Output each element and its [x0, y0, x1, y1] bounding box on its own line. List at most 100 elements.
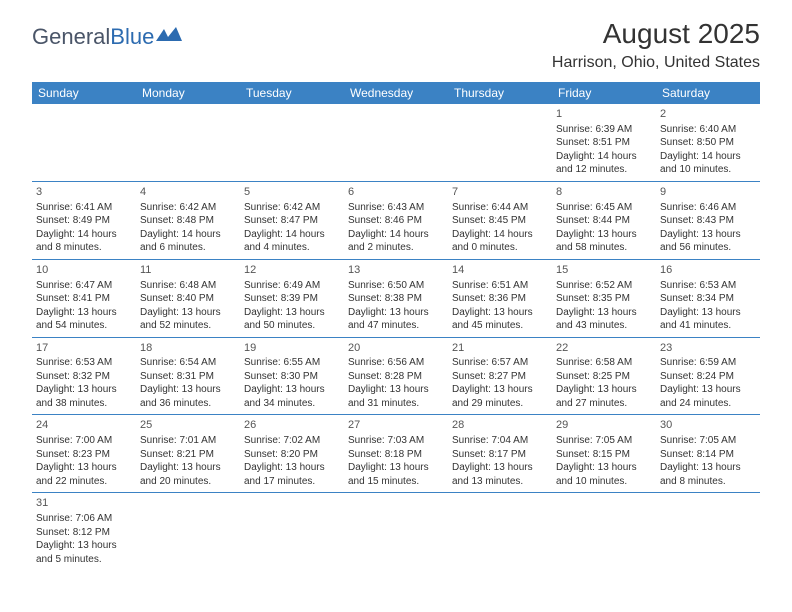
- cell-daylight1: Daylight: 13 hours: [348, 383, 444, 397]
- calendar-cell: 29Sunrise: 7:05 AMSunset: 8:15 PMDayligh…: [552, 415, 656, 492]
- calendar-cell: 7Sunrise: 6:44 AMSunset: 8:45 PMDaylight…: [448, 182, 552, 259]
- day-number: 25: [140, 418, 236, 433]
- day-number: 31: [36, 496, 132, 511]
- cell-sunrise: Sunrise: 7:01 AM: [140, 434, 236, 448]
- cell-daylight1: Daylight: 13 hours: [36, 539, 132, 553]
- cell-sunrise: Sunrise: 6:57 AM: [452, 356, 548, 370]
- cell-daylight1: Daylight: 13 hours: [660, 228, 756, 242]
- cell-daylight2: and 29 minutes.: [452, 397, 548, 411]
- logo-text-blue: Blue: [110, 24, 154, 50]
- calendar-row: 17Sunrise: 6:53 AMSunset: 8:32 PMDayligh…: [32, 338, 760, 416]
- cell-sunrise: Sunrise: 7:05 AM: [660, 434, 756, 448]
- cell-sunset: Sunset: 8:34 PM: [660, 292, 756, 306]
- cell-sunrise: Sunrise: 6:48 AM: [140, 279, 236, 293]
- cell-sunrise: Sunrise: 6:53 AM: [660, 279, 756, 293]
- calendar-cell: 14Sunrise: 6:51 AMSunset: 8:36 PMDayligh…: [448, 260, 552, 337]
- cell-daylight1: Daylight: 13 hours: [244, 461, 340, 475]
- cell-sunset: Sunset: 8:40 PM: [140, 292, 236, 306]
- cell-daylight2: and 13 minutes.: [452, 475, 548, 489]
- cell-daylight1: Daylight: 13 hours: [660, 383, 756, 397]
- cell-sunset: Sunset: 8:28 PM: [348, 370, 444, 384]
- cell-daylight2: and 0 minutes.: [452, 241, 548, 255]
- cell-sunset: Sunset: 8:49 PM: [36, 214, 132, 228]
- day-number: 14: [452, 263, 548, 278]
- cell-daylight1: Daylight: 14 hours: [36, 228, 132, 242]
- day-number: 13: [348, 263, 444, 278]
- day-number: 15: [556, 263, 652, 278]
- cell-daylight2: and 56 minutes.: [660, 241, 756, 255]
- cell-sunset: Sunset: 8:25 PM: [556, 370, 652, 384]
- day-number: 27: [348, 418, 444, 433]
- cell-daylight1: Daylight: 13 hours: [140, 383, 236, 397]
- calendar-cell: [344, 493, 448, 570]
- calendar-cell: 22Sunrise: 6:58 AMSunset: 8:25 PMDayligh…: [552, 338, 656, 415]
- calendar-cell: 6Sunrise: 6:43 AMSunset: 8:46 PMDaylight…: [344, 182, 448, 259]
- day-number: 21: [452, 341, 548, 356]
- calendar-cell: 9Sunrise: 6:46 AMSunset: 8:43 PMDaylight…: [656, 182, 760, 259]
- day-number: 20: [348, 341, 444, 356]
- cell-sunrise: Sunrise: 6:59 AM: [660, 356, 756, 370]
- cell-sunrise: Sunrise: 6:53 AM: [36, 356, 132, 370]
- cell-daylight1: Daylight: 13 hours: [660, 306, 756, 320]
- calendar-header-cell: Tuesday: [240, 82, 344, 104]
- cell-daylight1: Daylight: 13 hours: [36, 306, 132, 320]
- calendar-header-row: SundayMondayTuesdayWednesdayThursdayFrid…: [32, 82, 760, 104]
- cell-daylight1: Daylight: 13 hours: [36, 461, 132, 475]
- calendar-cell: [448, 493, 552, 570]
- calendar-cell: 4Sunrise: 6:42 AMSunset: 8:48 PMDaylight…: [136, 182, 240, 259]
- calendar-row: 1Sunrise: 6:39 AMSunset: 8:51 PMDaylight…: [32, 104, 760, 182]
- cell-daylight2: and 4 minutes.: [244, 241, 340, 255]
- day-number: 6: [348, 185, 444, 200]
- day-number: 19: [244, 341, 340, 356]
- calendar-cell: 26Sunrise: 7:02 AMSunset: 8:20 PMDayligh…: [240, 415, 344, 492]
- cell-sunset: Sunset: 8:21 PM: [140, 448, 236, 462]
- cell-daylight1: Daylight: 13 hours: [660, 461, 756, 475]
- cell-daylight2: and 36 minutes.: [140, 397, 236, 411]
- cell-sunset: Sunset: 8:18 PM: [348, 448, 444, 462]
- cell-sunrise: Sunrise: 6:43 AM: [348, 201, 444, 215]
- calendar-cell: 11Sunrise: 6:48 AMSunset: 8:40 PMDayligh…: [136, 260, 240, 337]
- cell-sunset: Sunset: 8:15 PM: [556, 448, 652, 462]
- cell-sunrise: Sunrise: 6:51 AM: [452, 279, 548, 293]
- calendar-header-cell: Friday: [552, 82, 656, 104]
- cell-sunrise: Sunrise: 6:39 AM: [556, 123, 652, 137]
- calendar-cell: 19Sunrise: 6:55 AMSunset: 8:30 PMDayligh…: [240, 338, 344, 415]
- cell-daylight1: Daylight: 13 hours: [452, 383, 548, 397]
- day-number: 3: [36, 185, 132, 200]
- cell-daylight1: Daylight: 14 hours: [660, 150, 756, 164]
- cell-sunset: Sunset: 8:48 PM: [140, 214, 236, 228]
- calendar-header-cell: Saturday: [656, 82, 760, 104]
- calendar-cell: 17Sunrise: 6:53 AMSunset: 8:32 PMDayligh…: [32, 338, 136, 415]
- cell-daylight1: Daylight: 14 hours: [244, 228, 340, 242]
- calendar-cell: 20Sunrise: 6:56 AMSunset: 8:28 PMDayligh…: [344, 338, 448, 415]
- logo-text-dark: General: [32, 24, 110, 50]
- calendar-cell: 1Sunrise: 6:39 AMSunset: 8:51 PMDaylight…: [552, 104, 656, 181]
- calendar-cell: 31Sunrise: 7:06 AMSunset: 8:12 PMDayligh…: [32, 493, 136, 570]
- cell-daylight2: and 47 minutes.: [348, 319, 444, 333]
- cell-sunset: Sunset: 8:36 PM: [452, 292, 548, 306]
- calendar-cell: 25Sunrise: 7:01 AMSunset: 8:21 PMDayligh…: [136, 415, 240, 492]
- cell-sunset: Sunset: 8:44 PM: [556, 214, 652, 228]
- cell-sunset: Sunset: 8:30 PM: [244, 370, 340, 384]
- calendar-cell: 13Sunrise: 6:50 AMSunset: 8:38 PMDayligh…: [344, 260, 448, 337]
- cell-sunrise: Sunrise: 6:52 AM: [556, 279, 652, 293]
- cell-daylight1: Daylight: 14 hours: [452, 228, 548, 242]
- cell-daylight2: and 17 minutes.: [244, 475, 340, 489]
- cell-daylight2: and 22 minutes.: [36, 475, 132, 489]
- cell-daylight2: and 8 minutes.: [36, 241, 132, 255]
- cell-daylight2: and 54 minutes.: [36, 319, 132, 333]
- month-title: August 2025: [552, 18, 760, 50]
- cell-daylight2: and 41 minutes.: [660, 319, 756, 333]
- cell-daylight2: and 52 minutes.: [140, 319, 236, 333]
- cell-daylight2: and 5 minutes.: [36, 553, 132, 567]
- cell-daylight2: and 45 minutes.: [452, 319, 548, 333]
- cell-sunset: Sunset: 8:47 PM: [244, 214, 340, 228]
- cell-daylight1: Daylight: 13 hours: [348, 306, 444, 320]
- logo: General Blue: [32, 24, 182, 50]
- location-subtitle: Harrison, Ohio, United States: [552, 54, 760, 72]
- cell-daylight1: Daylight: 13 hours: [452, 306, 548, 320]
- cell-sunrise: Sunrise: 6:47 AM: [36, 279, 132, 293]
- calendar-cell: 24Sunrise: 7:00 AMSunset: 8:23 PMDayligh…: [32, 415, 136, 492]
- calendar-cell: 23Sunrise: 6:59 AMSunset: 8:24 PMDayligh…: [656, 338, 760, 415]
- cell-sunrise: Sunrise: 6:46 AM: [660, 201, 756, 215]
